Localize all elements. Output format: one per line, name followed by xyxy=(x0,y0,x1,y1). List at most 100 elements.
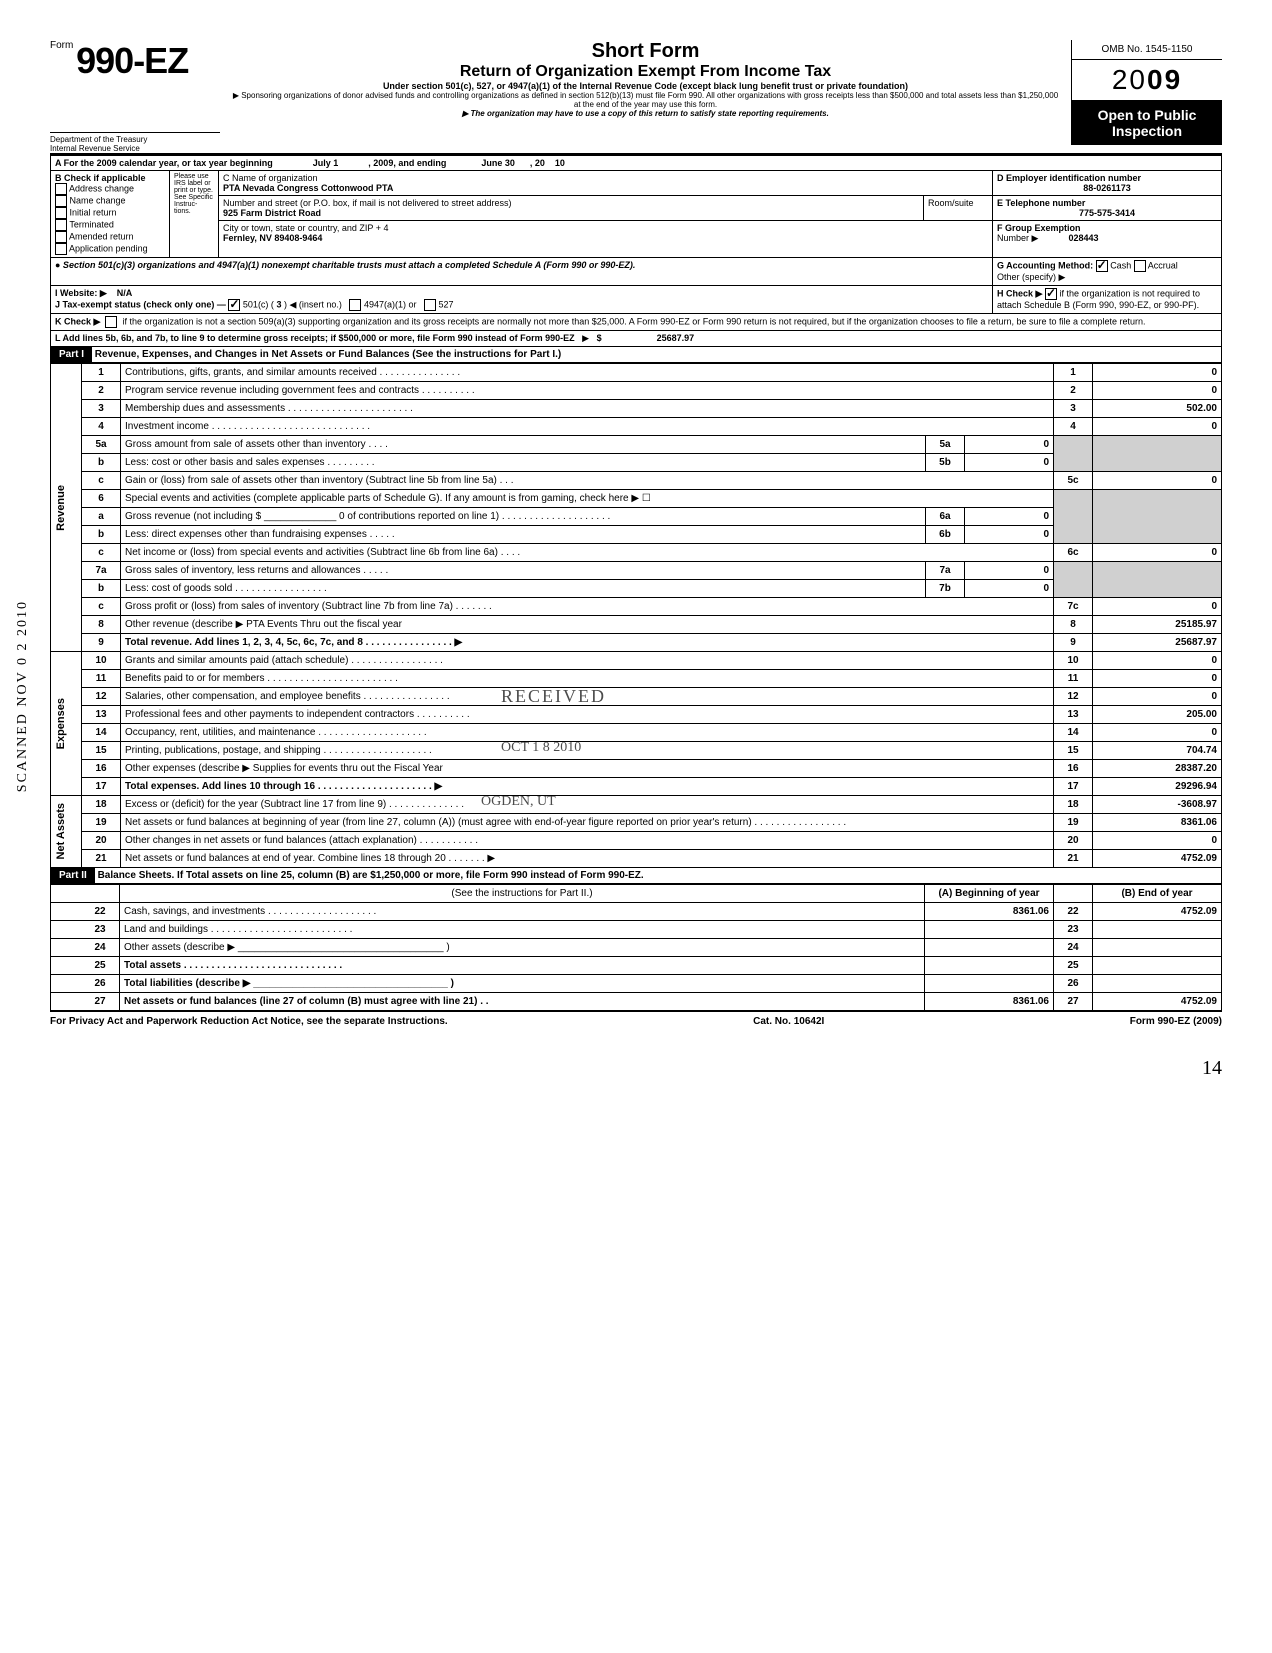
line5b-desc: Less: cost or other basis and sales expe… xyxy=(121,454,926,472)
line9-amt: 25687.97 xyxy=(1093,634,1222,652)
row-l-dollar: $ xyxy=(597,333,602,343)
dept-treasury: Department of the Treasury xyxy=(50,132,220,144)
501c-num: 3 xyxy=(276,299,281,309)
bs-spacer3 xyxy=(1054,885,1093,903)
pending-label: Application pending xyxy=(69,243,148,253)
title-short: Short Form xyxy=(230,40,1061,63)
line18-desc: Excess or (deficit) for the year (Subtra… xyxy=(125,799,464,810)
line2-amt: 0 xyxy=(1093,382,1222,400)
line15-desc: Printing, publications, postage, and shi… xyxy=(125,745,432,756)
phone-value: 775-575-3414 xyxy=(1079,208,1135,218)
line16-box: 16 xyxy=(1054,760,1093,778)
bs27-num: 27 xyxy=(81,993,120,1012)
city-value: Fernley, NV 89408-9464 xyxy=(223,233,322,243)
line16-num: 16 xyxy=(82,760,121,778)
line12-num: 12 xyxy=(82,688,121,706)
line5c-amt: 0 xyxy=(1093,472,1222,490)
line5b-ibox: 5b xyxy=(926,454,965,472)
row-j-label: J Tax-exempt status (check only one) — xyxy=(55,299,226,309)
line3-amt: 502.00 xyxy=(1093,400,1222,418)
cash-checkbox[interactable] xyxy=(1096,260,1108,272)
row-a-end-prefix: , 20 xyxy=(530,158,545,168)
row-e-label: E Telephone number xyxy=(997,198,1085,208)
form-footer: Form 990-EZ (2009) xyxy=(1130,1016,1222,1027)
line8-amt: 25185.97 xyxy=(1093,616,1222,634)
row-f-number-label: Number ▶ xyxy=(997,233,1038,243)
bs-spacer2 xyxy=(81,885,120,903)
line7b-iamt: 0 xyxy=(965,580,1054,598)
bs25-num: 25 xyxy=(81,957,120,975)
bs26-num: 26 xyxy=(81,975,120,993)
line11-amt: 0 xyxy=(1093,670,1222,688)
bs24-a xyxy=(925,939,1054,957)
bs25-b xyxy=(1093,957,1222,975)
line18-box: 18 xyxy=(1054,796,1093,814)
bs25-a xyxy=(925,957,1054,975)
line8-desc: Other revenue (describe ▶ PTA Events Thr… xyxy=(121,616,1054,634)
initial-return-checkbox[interactable] xyxy=(55,207,67,219)
4947-checkbox[interactable] xyxy=(349,299,361,311)
amended-checkbox[interactable] xyxy=(55,231,67,243)
line14-box: 14 xyxy=(1054,724,1093,742)
bs23-box: 23 xyxy=(1054,921,1093,939)
501c-text: 501(c) ( xyxy=(243,299,274,309)
pending-checkbox[interactable] xyxy=(55,243,67,255)
form-prefix: Form xyxy=(50,40,73,51)
line13-desc: Professional fees and other payments to … xyxy=(121,706,1054,724)
bs24-desc: Other assets (describe ▶ _______________… xyxy=(120,939,925,957)
line2-desc: Program service revenue including govern… xyxy=(121,382,1054,400)
row-k-label: K Check ▶ xyxy=(55,316,100,326)
tax-year: 2009 xyxy=(1072,60,1222,100)
bs24-box: 24 xyxy=(1054,939,1093,957)
title-copy: ▶ The organization may have to use a cop… xyxy=(230,109,1061,118)
line21-amt: 4752.09 xyxy=(1093,850,1222,868)
other-specify: Other (specify) ▶ xyxy=(997,272,1065,282)
line21-box: 21 xyxy=(1054,850,1093,868)
line20-desc: Other changes in net assets or fund bala… xyxy=(121,832,1054,850)
accrual-checkbox[interactable] xyxy=(1134,260,1146,272)
open-to-public: Open to Public Inspection xyxy=(1072,100,1222,145)
line10-box: 10 xyxy=(1054,652,1093,670)
527-checkbox[interactable] xyxy=(424,299,436,311)
terminated-checkbox[interactable] xyxy=(55,219,67,231)
line14-desc: Occupancy, rent, utilities, and maintena… xyxy=(121,724,1054,742)
received-stamp: RECEIVED xyxy=(501,686,606,707)
line17-amt: 29296.94 xyxy=(1093,778,1222,796)
group-exemption-value: 028443 xyxy=(1068,233,1098,243)
org-name: PTA Nevada Congress Cottonwood PTA xyxy=(223,183,393,193)
line10-amt: 0 xyxy=(1093,652,1222,670)
privacy-notice: For Privacy Act and Paperwork Reduction … xyxy=(50,1016,448,1027)
k-checkbox[interactable] xyxy=(105,316,117,328)
accrual-label: Accrual xyxy=(1148,260,1178,270)
527-label: 527 xyxy=(439,299,454,309)
h-checkbox[interactable] xyxy=(1045,288,1057,300)
line6c-num: c xyxy=(82,544,121,562)
name-change-checkbox[interactable] xyxy=(55,195,67,207)
bs26-a xyxy=(925,975,1054,993)
line21-num: 21 xyxy=(82,850,121,868)
line13-amt: 205.00 xyxy=(1093,706,1222,724)
bs27-a: 8361.06 xyxy=(925,993,1054,1012)
open-public-2: Inspection xyxy=(1078,123,1216,139)
line9-num: 9 xyxy=(82,634,121,652)
bs-spacer xyxy=(51,885,82,903)
bs25-box: 25 xyxy=(1054,957,1093,975)
dept-irs: Internal Revenue Service xyxy=(50,144,220,153)
row-a-label: A For the 2009 calendar year, or tax yea… xyxy=(55,158,273,168)
bs23-num: 23 xyxy=(81,921,120,939)
line6b-desc: Less: direct expenses other than fundrai… xyxy=(121,526,926,544)
website-value: N/A xyxy=(117,288,133,298)
501c-checkbox[interactable] xyxy=(228,299,240,311)
line5c-box: 5c xyxy=(1054,472,1093,490)
line20-amt: 0 xyxy=(1093,832,1222,850)
line12-box: 12 xyxy=(1054,688,1093,706)
line10-desc: Grants and similar amounts paid (attach … xyxy=(121,652,1054,670)
line7c-amt: 0 xyxy=(1093,598,1222,616)
line13-num: 13 xyxy=(82,706,121,724)
city-label: City or town, state or country, and ZIP … xyxy=(223,223,389,233)
line3-num: 3 xyxy=(82,400,121,418)
line17-desc: Total expenses. Add lines 10 through 16 … xyxy=(125,781,442,792)
addr-change-checkbox[interactable] xyxy=(55,183,67,195)
line10-num: 10 xyxy=(82,652,121,670)
line7a-desc: Gross sales of inventory, less returns a… xyxy=(121,562,926,580)
